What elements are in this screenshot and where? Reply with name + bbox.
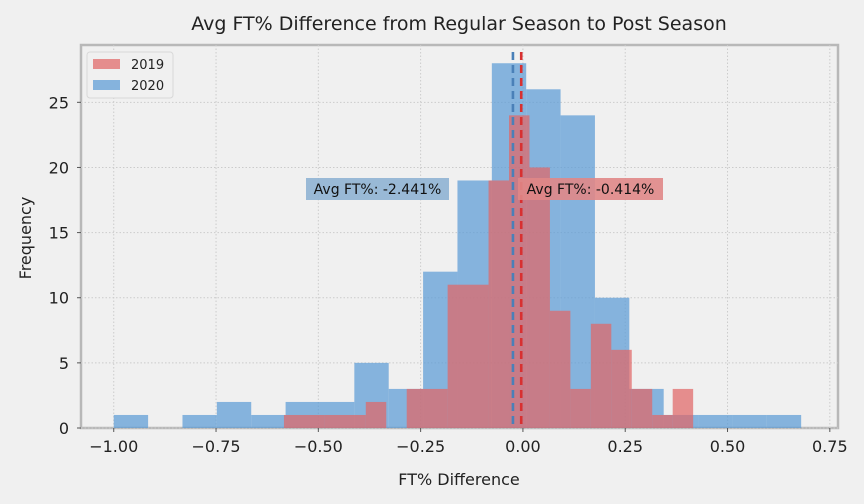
bar-2020 bbox=[251, 414, 286, 428]
bar-2019 bbox=[549, 310, 571, 428]
mean-lines bbox=[511, 52, 523, 428]
bar-2019 bbox=[570, 388, 591, 428]
bar-2020 bbox=[732, 414, 767, 428]
x-tick-label: 0.50 bbox=[710, 437, 746, 456]
x-tick-label: 0.25 bbox=[607, 437, 643, 456]
bar-2019 bbox=[365, 401, 387, 428]
bar-2019 bbox=[631, 388, 653, 428]
bar-2019 bbox=[590, 323, 612, 428]
x-tick-label: −0.25 bbox=[396, 437, 445, 456]
annotation-2019: Avg FT%: -0.414% bbox=[527, 182, 655, 198]
y-axis-label: Frequency bbox=[16, 197, 35, 280]
legend: 2019 2020 bbox=[86, 51, 174, 99]
legend-label-2019: 2019 bbox=[131, 58, 164, 73]
annotation-2020: Avg FT%: -2.441% bbox=[314, 182, 442, 198]
y-axis-ticks: 0 5 10 15 20 25 bbox=[49, 93, 81, 438]
x-tick-label: 0.75 bbox=[812, 437, 848, 456]
annotations: Avg FT%: -2.441% Avg FT%: -0.414% bbox=[306, 178, 663, 200]
bar-2019 bbox=[488, 180, 510, 428]
bar-2019 bbox=[283, 414, 325, 428]
bar-2020 bbox=[113, 414, 149, 428]
y-tick-label: 25 bbox=[49, 93, 69, 112]
bar-2019 bbox=[406, 388, 448, 428]
legend-swatch-2020 bbox=[93, 80, 120, 90]
legend-label-2020: 2020 bbox=[131, 79, 164, 94]
annotation-box-2020 bbox=[306, 178, 449, 200]
bar-2019 bbox=[611, 349, 632, 428]
y-tick-label: 0 bbox=[59, 419, 69, 438]
bar-2020 bbox=[182, 414, 217, 428]
x-axis-label: FT% Difference bbox=[398, 470, 519, 489]
chart-title: Avg FT% Difference from Regular Season t… bbox=[191, 13, 727, 35]
x-tick-label: −1.00 bbox=[89, 437, 138, 456]
bar-2020 bbox=[698, 414, 733, 428]
y-tick-label: 5 bbox=[59, 354, 69, 373]
x-tick-label: −0.50 bbox=[294, 437, 343, 456]
y-tick-label: 20 bbox=[49, 158, 69, 177]
bar-2019 bbox=[447, 284, 489, 428]
x-tick-label: 0.00 bbox=[505, 437, 541, 456]
bar-2020 bbox=[766, 414, 802, 428]
bar-2020 bbox=[216, 401, 252, 428]
bar-2019 bbox=[529, 167, 550, 428]
y-tick-label: 15 bbox=[49, 224, 69, 243]
bar-2019 bbox=[672, 388, 694, 428]
bar-2019 bbox=[652, 414, 673, 428]
x-tick-label: −0.75 bbox=[192, 437, 241, 456]
bar-2019 bbox=[324, 414, 366, 428]
annotation-box-2019 bbox=[518, 178, 663, 200]
x-axis-ticks: −1.00 −0.75 −0.50 −0.25 0.00 0.25 0.50 0.75 bbox=[89, 428, 848, 456]
y-tick-label: 10 bbox=[49, 289, 69, 308]
legend-swatch-2019 bbox=[93, 59, 120, 69]
